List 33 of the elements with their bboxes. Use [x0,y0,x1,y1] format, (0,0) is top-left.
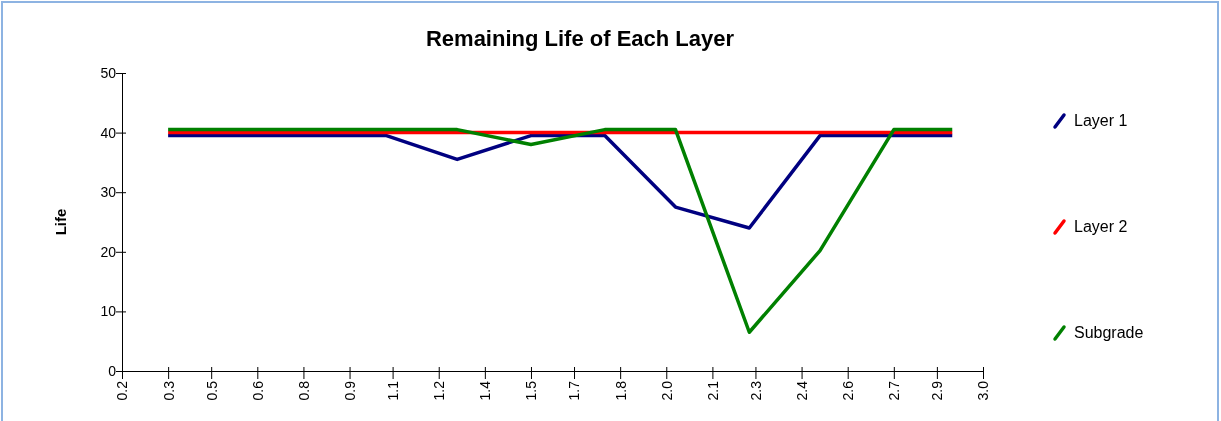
x-tick-label: 2.9 [929,380,946,401]
legend-label: Layer 1 [1074,111,1128,129]
x-tick-label: 0.9 [341,380,358,401]
x-tick-label: 1.7 [566,380,583,401]
x-tick-label: 2.3 [747,380,764,401]
line-series [166,133,954,230]
x-tick-label: 0.5 [203,380,220,401]
x-tick-label: 0.6 [249,380,266,401]
y-axis-title: Life [52,208,69,236]
x-tick-label: 2.7 [886,380,903,401]
x-tick-label: 1.1 [385,380,401,401]
chart-title: Remaining Life of Each Layer [425,26,735,51]
x-tick-label: 2.0 [658,380,675,401]
line-series [166,127,954,335]
x-tick-label: 2.6 [840,380,857,401]
y-tick-label: 10 [100,303,117,320]
y-tick-label: 30 [100,184,117,201]
x-tick-label: 1.5 [523,380,540,401]
legend-label: Layer 2 [1074,217,1128,235]
y-tick-label: 50 [100,64,117,81]
x-tick-label: 1.2 [431,380,448,401]
y-tick-label: 40 [100,124,117,141]
y-tick-label: 20 [100,243,117,260]
x-tick-label: 1.4 [477,380,494,401]
x-tick-label: 1.8 [612,380,629,401]
x-tick-label: 0.8 [295,380,312,401]
x-tick-label: 2.1 [704,380,721,401]
x-tick-label: 0.2 [114,380,131,401]
y-tick-label: 0 [108,362,117,379]
x-tick-label: 3.0 [975,380,992,401]
legend-label: Subgrade [1074,323,1144,341]
x-tick-label: 0.3 [160,380,177,401]
x-tick-label: 2.4 [793,380,810,401]
